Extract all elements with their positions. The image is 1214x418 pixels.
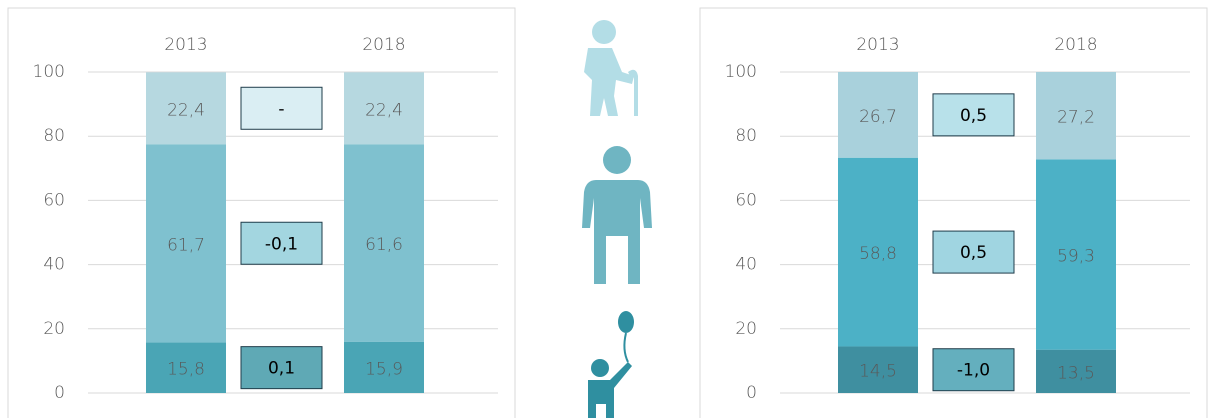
value-label: 59,3	[1057, 246, 1095, 266]
value-label: 15,8	[167, 360, 205, 380]
change-box	[932, 348, 1015, 392]
y-tick-label: 0	[746, 383, 757, 403]
panel-border	[699, 7, 1208, 418]
y-tick-label: 60	[735, 190, 757, 210]
change-label: -0,1	[265, 234, 298, 254]
bar-segment	[344, 341, 424, 393]
y-tick-label: 20	[735, 319, 757, 339]
bar-segment	[146, 72, 226, 145]
bar-segment	[838, 346, 918, 393]
y-tick-label: 80	[735, 126, 757, 146]
change-label: 0,5	[960, 243, 987, 263]
value-label: 14,5	[859, 362, 897, 382]
child-icon	[588, 311, 634, 418]
x-tick-label: 2013	[164, 35, 207, 55]
bar-segment	[344, 144, 424, 342]
y-tick-label: 100	[725, 62, 757, 82]
value-label: 58,8	[859, 244, 897, 264]
change-box	[240, 221, 323, 265]
bar-segment	[838, 157, 918, 347]
change-label: -	[278, 99, 284, 119]
bar-segment	[1036, 349, 1116, 393]
value-label: 13,5	[1057, 363, 1095, 383]
panel-border	[7, 7, 516, 418]
bar-segment	[1036, 159, 1116, 350]
bar-segment	[146, 144, 226, 343]
y-tick-label: 40	[43, 255, 65, 275]
change-box	[932, 230, 1015, 274]
y-tick-label: 40	[735, 255, 757, 275]
change-box	[240, 86, 323, 130]
bar-segment	[344, 72, 424, 145]
y-tick-label: 80	[43, 126, 65, 146]
change-label: 0,5	[960, 106, 987, 126]
value-label: 22,4	[167, 100, 205, 120]
y-tick-label: 0	[54, 383, 65, 403]
bar-segment	[1036, 72, 1116, 160]
bar-segment	[838, 72, 918, 158]
value-label: 26,7	[859, 107, 897, 127]
x-tick-label: 2018	[362, 35, 405, 55]
change-box	[932, 93, 1015, 137]
value-label: 61,6	[365, 235, 403, 255]
value-label: 15,9	[365, 359, 403, 379]
value-label: 61,7	[167, 235, 205, 255]
y-tick-label: 20	[43, 319, 65, 339]
x-tick-label: 2013	[856, 35, 899, 55]
change-label: -1,0	[957, 361, 990, 381]
x-tick-label: 2018	[1054, 35, 1097, 55]
y-tick-label: 100	[33, 62, 65, 82]
value-label: 22,4	[365, 100, 403, 120]
value-label: 27,2	[1057, 108, 1095, 128]
y-tick-label: 60	[43, 190, 65, 210]
bar-segment	[146, 342, 226, 393]
elderly-icon	[584, 20, 638, 116]
change-box	[240, 346, 323, 390]
adult-icon	[582, 146, 652, 284]
change-label: 0,1	[268, 359, 295, 379]
